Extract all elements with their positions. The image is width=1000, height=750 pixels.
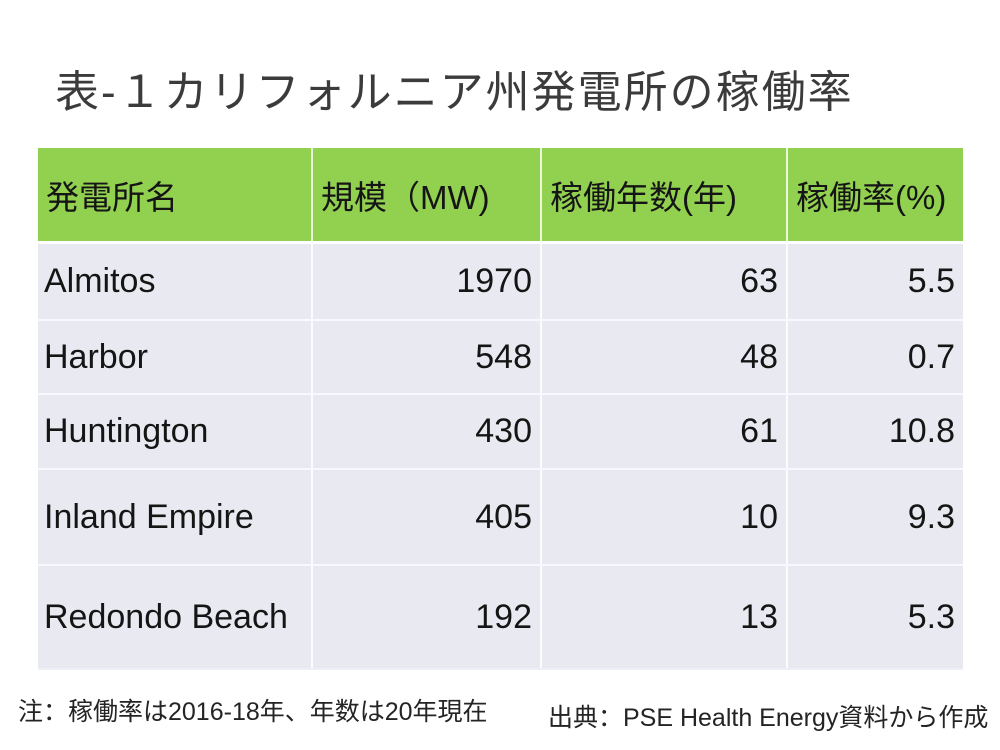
table-row: Huntington 430 61 10.8 <box>38 393 963 468</box>
cell-years: 61 <box>542 393 788 468</box>
table-header-row: 発電所名 規模（MW) 稼働年数(年) 稼働率(%) <box>38 148 963 241</box>
cell-capacity-mw: 430 <box>313 393 542 468</box>
cell-capacity-mw: 405 <box>313 468 542 564</box>
cell-plant-name: Inland Empire <box>38 468 313 564</box>
slide-title: 表-１カリフォルニア州発電所の稼働率 <box>55 68 854 117</box>
source-attribution: 出典：PSE Health Energy資料から作成 <box>548 704 989 732</box>
header-cell-capacity-factor: 稼働率(%) <box>788 148 963 241</box>
table-row: Harbor 548 48 0.7 <box>38 319 963 393</box>
cell-rate: 0.7 <box>788 319 963 393</box>
cell-capacity-mw: 192 <box>313 564 542 668</box>
cell-capacity-mw: 548 <box>313 319 542 393</box>
cell-plant-name: Redondo Beach <box>38 564 313 668</box>
cell-capacity-mw: 1970 <box>313 241 542 319</box>
power-plant-table: 発電所名 規模（MW) 稼働年数(年) 稼働率(%) Almitos 1970 … <box>38 148 963 670</box>
note-capacity-factor-period: 注：稼働率は2016-18年、年数は20年現在 <box>18 698 488 726</box>
header-cell-years-operating: 稼働年数(年) <box>542 148 788 241</box>
cell-rate: 10.8 <box>788 393 963 468</box>
table-row: Redondo Beach 192 13 5.3 <box>38 564 963 668</box>
cell-years: 48 <box>542 319 788 393</box>
cell-plant-name: Harbor <box>38 319 313 393</box>
cell-years: 10 <box>542 468 788 564</box>
header-cell-capacity-mw: 規模（MW) <box>313 148 542 241</box>
cell-rate: 9.3 <box>788 468 963 564</box>
cell-years: 13 <box>542 564 788 668</box>
cell-plant-name: Huntington <box>38 393 313 468</box>
cell-rate: 5.3 <box>788 564 963 668</box>
cell-plant-name: Almitos <box>38 241 313 319</box>
cell-years: 63 <box>542 241 788 319</box>
table-row: Almitos 1970 63 5.5 <box>38 241 963 319</box>
cell-rate: 5.5 <box>788 241 963 319</box>
table-row: Inland Empire 405 10 9.3 <box>38 468 963 564</box>
header-cell-plant-name: 発電所名 <box>38 148 313 241</box>
